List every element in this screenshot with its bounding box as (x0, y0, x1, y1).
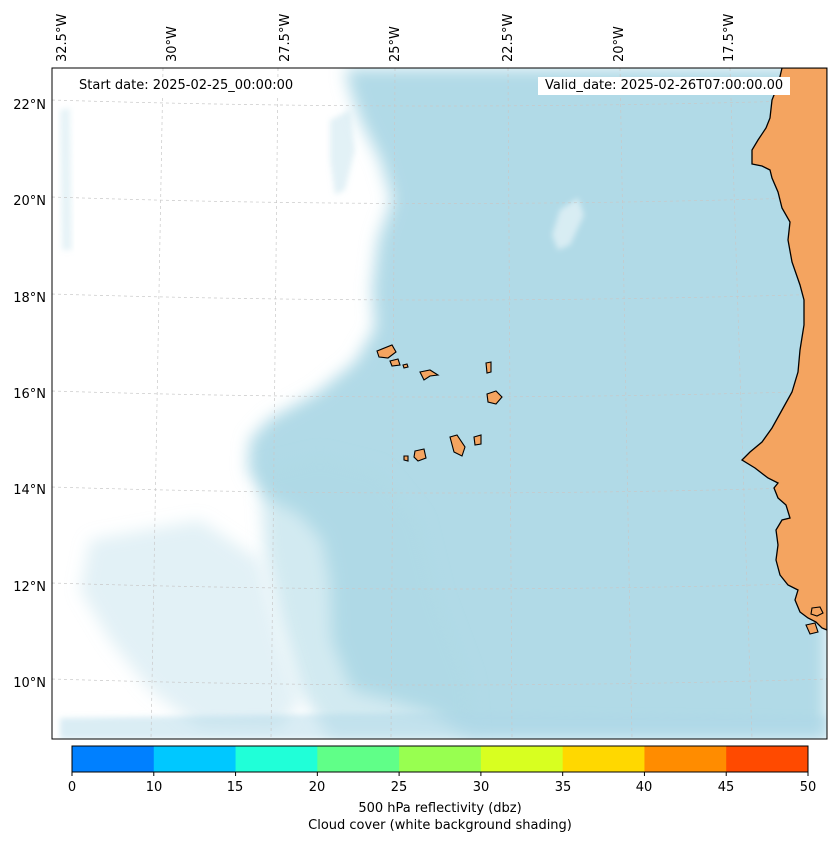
africa-coast-land (740, 68, 827, 631)
lat-label: 10°N (13, 676, 46, 691)
lat-label: 12°N (13, 580, 46, 595)
colorbar-swatch (480, 746, 564, 772)
cloud-cover-shading (60, 68, 827, 739)
colorbar-tick-label: 50 (799, 780, 817, 795)
colorbar (71, 745, 809, 776)
lat-label: 22°N (13, 98, 46, 113)
map-area (52, 68, 827, 739)
africa-coast-small-island (810, 606, 824, 617)
colorbar-frame (71, 745, 809, 773)
island-sal (485, 361, 492, 374)
island-brava (403, 455, 409, 462)
lon-label: 27.5°W (278, 13, 293, 62)
colorbar-tick-label: 10 (145, 780, 163, 795)
colorbar-swatch (153, 746, 237, 772)
lon-label: 17.5°W (722, 13, 737, 62)
lon-label: 22.5°W (501, 13, 516, 62)
colorbar-tick-label: 30 (472, 780, 490, 795)
lon-label: 25°W (388, 26, 403, 62)
colorbar-tick-label: 40 (635, 780, 653, 795)
colorbar-swatch (644, 746, 727, 772)
island-maio (473, 434, 482, 446)
colorbar-tick-label: 35 (554, 780, 572, 795)
lat-label: 16°N (13, 387, 46, 402)
colorbar-swatch (726, 746, 809, 772)
island-fogo (413, 448, 427, 462)
start-date-label: Start date: 2025-02-25_00:00:00 (72, 77, 301, 95)
colorbar-swatch (72, 746, 155, 772)
island-santiago (449, 434, 466, 457)
colorbar-label-reflectivity: 500 hPa reflectivity (dbz) (358, 801, 522, 816)
colorbar-tick-label: 15 (226, 780, 244, 795)
colorbar-tick-label: 20 (308, 780, 326, 795)
lat-label: 20°N (13, 194, 46, 209)
island-santa-luzia (402, 363, 409, 369)
colorbar-tick-label: 45 (717, 780, 735, 795)
valid-date-label: Valid_date: 2025-02-26T07:00:00.00 (538, 77, 791, 95)
island-sao-vicente (389, 358, 401, 367)
gridlines (52, 68, 827, 739)
lon-label: 20°W (612, 26, 627, 62)
colorbar-tick-label: 0 (67, 780, 77, 795)
lon-label: 30°W (165, 26, 180, 62)
island-santo-antao (376, 344, 397, 359)
colorbar-swatch (317, 746, 400, 772)
colorbar-swatch (399, 746, 482, 772)
lon-label: 32.5°W (55, 13, 70, 62)
lat-label: 18°N (13, 291, 46, 306)
island-sao-nicolau (419, 369, 440, 381)
cape-verde-islands (376, 344, 503, 462)
colorbar-label-cloud-cover: Cloud cover (white background shading) (308, 818, 572, 833)
colorbar-swatch (235, 746, 318, 772)
colorbar-tick-label: 25 (390, 780, 408, 795)
lat-label: 14°N (13, 483, 46, 498)
map-frame (51, 67, 828, 740)
colorbar-swatch (562, 746, 645, 772)
africa-coast-small-island (805, 622, 819, 635)
island-boa-vista (486, 390, 503, 405)
